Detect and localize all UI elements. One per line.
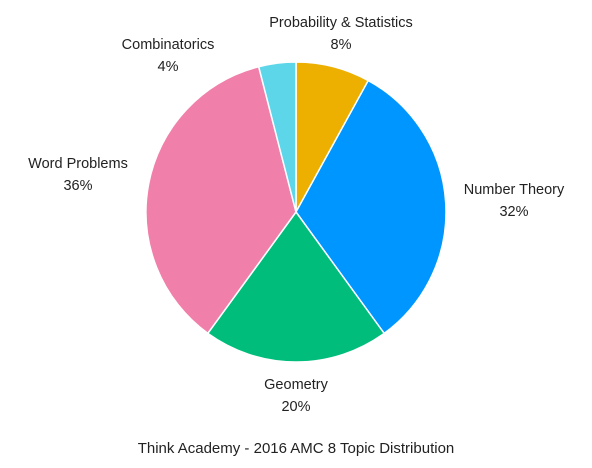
slice-percent-label: 20%	[281, 399, 310, 415]
slice-percent-label: 36%	[63, 178, 92, 194]
slice-label: Word Problems	[28, 156, 128, 172]
slice-percent-label: 4%	[158, 59, 179, 75]
pie-slice-number-theory	[295, 79, 447, 335]
slice-percent-label: 8%	[331, 37, 352, 53]
chart-title: Think Academy - 2016 AMC 8 Topic Distrib…	[137, 440, 455, 457]
slice-label: Probability & Statistics	[269, 15, 412, 31]
pie-slices	[145, 61, 447, 363]
slice-label: Number Theory	[464, 182, 565, 198]
slice-label: Combinatorics	[122, 37, 215, 53]
pie-slice-geometry	[206, 210, 386, 363]
slice-percent-label: 32%	[499, 204, 528, 220]
pie-chart: Probability & Statistics 8% Number Theory 3…	[28, 15, 565, 415]
pie-labels: Probability & Statistics 8% Number Theory 3…	[28, 15, 565, 415]
slice-label: Geometry	[264, 377, 328, 393]
pie-slice-word-problems	[145, 65, 297, 335]
pie-slice-combinatorics	[257, 61, 297, 213]
